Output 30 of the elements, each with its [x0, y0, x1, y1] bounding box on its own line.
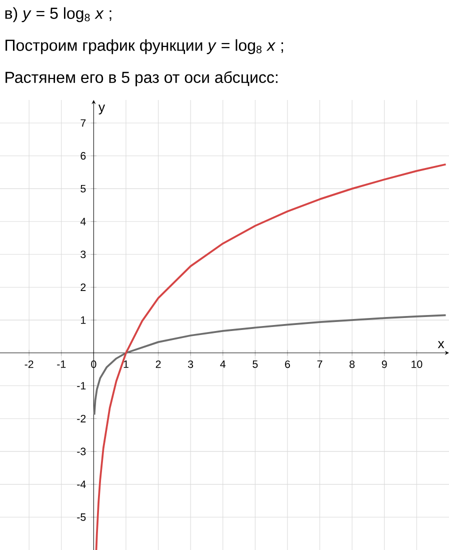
x-tick-label: -2	[24, 360, 34, 368]
y-tick-label: -2	[77, 414, 86, 422]
chart-subtitle: Построим график функции y = log$_{8}$ x ;	[6, 39, 284, 54]
y-tick-label: -5	[77, 513, 86, 521]
x-tick-label: -1	[57, 360, 66, 368]
y-tick-label: 1	[81, 316, 86, 324]
y-tick-label: 4	[80, 218, 86, 226]
x-axis-title: x	[438, 341, 444, 348]
y-tick-label: 7	[80, 119, 86, 127]
y-tick-label: -4	[77, 480, 86, 488]
y-tick-label: 3	[80, 250, 86, 258]
x-tick-label: 3	[188, 360, 194, 368]
x-tick-label: 10	[412, 360, 422, 368]
y-tick-label: -1	[77, 382, 86, 390]
y-tick-label: -3	[77, 448, 86, 456]
y-axis-title: y	[98, 104, 106, 114]
line-series	[95, 163, 447, 550]
x-tick-label: 1	[124, 360, 128, 368]
y-tick-label: 2	[80, 284, 86, 291]
x-tick-label: 2	[156, 360, 161, 368]
text: Растянем его в 5 раз от оси абсцисс:	[6, 71, 278, 86]
x-tick-label: 4	[220, 360, 226, 368]
x-tick-label: 5	[252, 360, 258, 368]
x-tick-label: 6	[285, 360, 290, 368]
y-tick-label: 5	[80, 184, 86, 192]
y-tick-label: 6	[80, 152, 86, 160]
chart-title: в) y = 5 log$_{8}$ x ;	[5, 7, 112, 22]
x-tick-label: 8	[350, 360, 355, 368]
x-tick-label: 7	[317, 360, 322, 368]
x-tick-label: 9	[382, 360, 387, 368]
